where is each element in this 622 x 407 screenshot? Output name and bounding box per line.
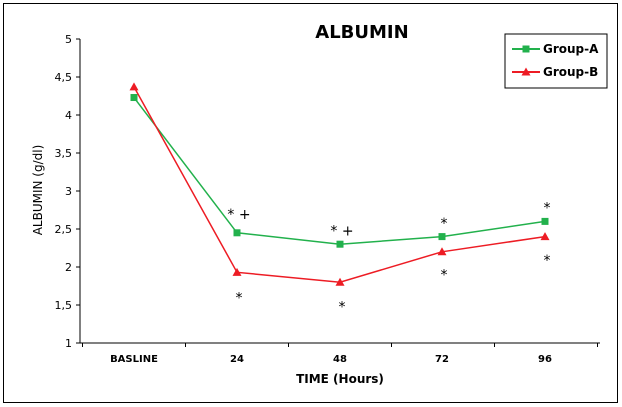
- data-point-group-a: [541, 217, 549, 225]
- x-tick-label: 24: [230, 354, 244, 365]
- y-tick-label: 4,5: [55, 71, 73, 84]
- y-axis-ticks: 1 1,5 2 2,5 3 3,5 4 4,5 5: [55, 33, 80, 350]
- y-tick-label: 1,5: [55, 299, 73, 312]
- legend-marker-group-a: [522, 45, 530, 53]
- legend-marker-group-b: [521, 67, 531, 76]
- data-point-group-b: [335, 277, 345, 286]
- legend-box: [504, 33, 608, 89]
- significance-marker: *: [339, 299, 346, 315]
- data-point-group-b: [129, 82, 139, 91]
- x-tick-label: BASLINE: [110, 354, 158, 365]
- y-tick-label: 5: [65, 33, 72, 46]
- legend-label-group-a: Group-A: [543, 42, 599, 56]
- x-tick-label: 96: [538, 354, 552, 365]
- y-tick-label: 2: [65, 261, 72, 274]
- legend-label-group-b: Group-B: [543, 65, 598, 79]
- data-point-group-a: [438, 233, 446, 241]
- x-axis-ticks: BASLINE 24 48 72 96: [82, 343, 598, 365]
- y-tick-label: 3,5: [55, 147, 73, 160]
- y-axis-label: ALBUMIN (g/dl): [31, 145, 45, 236]
- data-point-group-b: [437, 247, 447, 256]
- series-line-group-b: [133, 86, 546, 283]
- y-tick-label: 4: [65, 109, 72, 122]
- data-point-group-a: [336, 240, 344, 248]
- x-axis-label: TIME (Hours): [296, 372, 384, 386]
- chart-title: ALBUMIN: [315, 22, 408, 43]
- data-point-group-a: [233, 229, 241, 237]
- legend: Group-A Group-B: [504, 33, 608, 89]
- significance-marker: *: [544, 253, 551, 269]
- significance-marker: * +: [227, 207, 250, 223]
- significance-marker: * +: [330, 223, 353, 239]
- data-point-group-a: [130, 94, 138, 102]
- data-point-group-b: [232, 267, 242, 276]
- y-tick-label: 2,5: [55, 223, 73, 236]
- series-layer: [129, 82, 550, 286]
- y-tick-label: 3: [65, 185, 72, 198]
- significance-marker: *: [236, 290, 243, 306]
- data-point-group-b: [540, 232, 550, 241]
- y-tick-label: 1: [65, 337, 72, 350]
- x-tick-label: 72: [435, 354, 449, 365]
- significance-marker: *: [544, 201, 551, 217]
- x-tick-label: 48: [333, 354, 347, 365]
- significance-marker: *: [441, 216, 448, 232]
- significance-marker: *: [441, 268, 448, 284]
- series-line-group-a: [133, 97, 546, 245]
- significance-annotations: * + * * + * * * * *: [227, 201, 550, 316]
